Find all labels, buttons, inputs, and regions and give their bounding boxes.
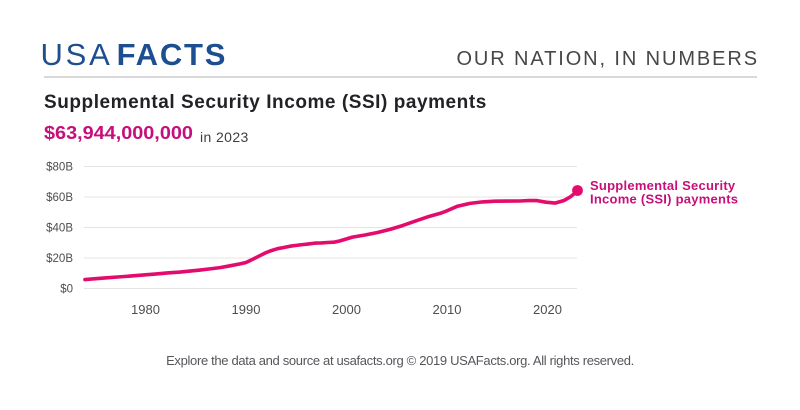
svg-text:Supplemental Security: Supplemental Security: [590, 178, 736, 193]
svg-text:$60B: $60B: [46, 192, 73, 204]
svg-text:Income (SSI) payments: Income (SSI) payments: [590, 192, 738, 207]
svg-text:2010: 2010: [433, 302, 462, 317]
svg-text:$40B: $40B: [46, 223, 73, 235]
svg-text:1980: 1980: [131, 302, 160, 317]
svg-text:2020: 2020: [533, 302, 562, 317]
svg-text:$20B: $20B: [46, 253, 73, 265]
svg-text:$80B: $80B: [46, 162, 73, 174]
svg-text:1990: 1990: [232, 302, 261, 317]
svg-text:2000: 2000: [332, 302, 361, 317]
svg-text:$0: $0: [60, 284, 73, 296]
